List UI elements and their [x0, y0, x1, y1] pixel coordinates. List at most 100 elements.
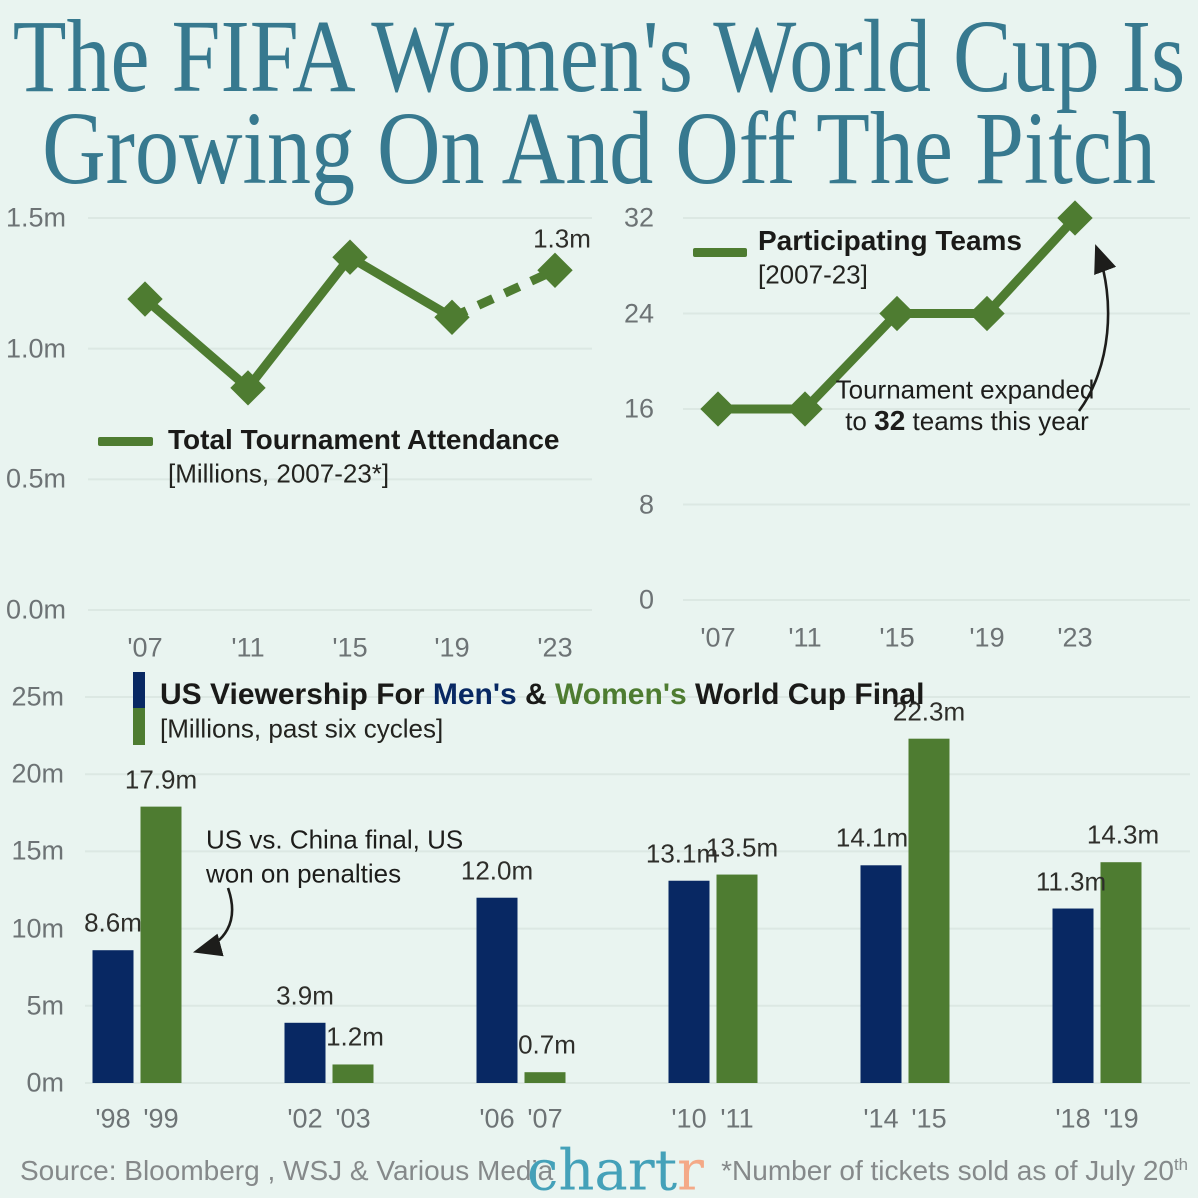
viewership-legend-title: US Viewership For Men's & Women's World …: [160, 678, 924, 712]
teams-data-point: [879, 295, 915, 332]
bar-women-15: [908, 738, 950, 1083]
viewership-y-tick-label: 10m: [11, 913, 64, 944]
bar-women-11: [716, 874, 758, 1083]
viewership-x-tick-label: '15: [911, 1103, 947, 1134]
viewership-annotation-line1: US vs. China final, US: [206, 824, 464, 855]
teams-annotation-line2: to 32 teams this year: [845, 405, 1089, 437]
bar-women-19: [1100, 862, 1142, 1083]
footnote-text: *Number of tickets sold as of July 20: [721, 1155, 1174, 1187]
viewership-x-tick-label: '02: [287, 1103, 323, 1134]
teams-legend-swatch: [693, 248, 747, 257]
viewership-x-tick-label: '19: [1103, 1103, 1139, 1134]
bar-men-06: [476, 897, 518, 1083]
bar-value-label: 13.5m: [705, 832, 779, 863]
teams-y-tick-label: 0: [638, 584, 654, 615]
chartr-logo: chartr: [527, 1139, 704, 1198]
viewership-y-tick-label: 25m: [11, 681, 64, 712]
attendance-y-tick-label: 1.0m: [5, 333, 66, 364]
teams-legend-subtitle: [2007-23]: [758, 259, 868, 290]
teams-annotation-line1: Tournament expanded: [835, 374, 1095, 405]
viewership-legend-swatch-men: [133, 672, 145, 708]
viewership-x-tick-label: '11: [720, 1103, 754, 1134]
attendance-y-tick-label: 0.5m: [5, 463, 66, 494]
attendance-x-tick-label: '11: [231, 632, 265, 663]
footnote-superscript: th: [1174, 1154, 1188, 1174]
bar-women-07: [524, 1072, 566, 1083]
teams-x-tick-label: '15: [879, 622, 915, 653]
teams-data-point: [969, 295, 1005, 332]
viewership-x-tick-label: '06: [479, 1103, 515, 1134]
attendance-line-projected: [450, 266, 557, 322]
teams-annotation-arrow: [1077, 244, 1117, 412]
viewership-legend-title-amp: &: [516, 678, 556, 711]
viewership-legend-title-womens: Women's: [555, 678, 687, 711]
bar-value-label: 22.3m: [892, 696, 966, 727]
bar-value-label: 0.7m: [518, 1029, 576, 1060]
viewership-annotation-arrow: [192, 887, 234, 957]
page-title-line-1: The FIFA Women's World Cup Is: [12, 0, 1186, 115]
attendance-y-tick-label: 0.0m: [5, 594, 66, 625]
teams-data-point: [700, 391, 736, 427]
bar-value-label: 11.3m: [1035, 866, 1107, 897]
viewership-x-tick-label: '99: [143, 1103, 179, 1134]
attendance-point-value-label: 1.3m: [533, 223, 591, 254]
bar-women-03: [332, 1064, 374, 1083]
bar-value-label: 13.1m: [645, 838, 719, 869]
viewership-legend-subtitle: [Millions, past six cycles]: [160, 713, 444, 744]
teams-annotation-line2-post: teams this year: [905, 406, 1089, 436]
attendance-x-tick-label: '19: [434, 632, 470, 663]
bar-value-label: 1.2m: [326, 1021, 384, 1052]
attendance-legend-swatch: [98, 437, 153, 446]
page-title: The FIFA Women's World Cup Is Growing On…: [0, 3, 1198, 204]
teams-y-tick-label: 32: [623, 202, 654, 233]
teams-y-tick-label: 8: [638, 489, 654, 519]
bar-value-label: 14.3m: [1086, 819, 1160, 850]
bar-value-label: 17.9m: [124, 764, 198, 795]
teams-data-point: [787, 391, 823, 427]
teams-x-tick-label: '07: [700, 622, 736, 653]
attendance-x-tick-label: '23: [537, 632, 573, 663]
bar-men-02: [284, 1022, 326, 1083]
page-title-line-2: Growing On And Off The Pitch: [42, 92, 1156, 207]
viewership-y-tick-label: 20m: [11, 758, 64, 789]
attendance-legend-subtitle: [Millions, 2007-23*]: [168, 458, 390, 489]
teams-legend-title: Participating Teams: [758, 225, 1023, 256]
viewership-legend-title-pre: US Viewership For: [160, 678, 433, 711]
viewership-legend-swatch-women: [133, 708, 145, 745]
attendance-y-tick-label: 1.5m: [5, 202, 66, 233]
bar-men-98: [92, 950, 134, 1083]
bar-men-14: [860, 865, 902, 1083]
chartr-logo-chart: chart: [527, 1138, 678, 1198]
bar-value-label: 12.0m: [460, 855, 534, 886]
attendance-data-point: [537, 252, 573, 288]
attendance-x-tick-label: '07: [127, 632, 163, 663]
viewership-x-tick-label: '18: [1055, 1103, 1091, 1134]
viewership-x-tick-label: '14: [863, 1103, 899, 1134]
bar-men-18: [1052, 908, 1094, 1083]
viewership-x-tick-label: '98: [95, 1103, 131, 1134]
teams-y-tick-label: 16: [623, 393, 654, 424]
teams-y-tick-label: 24: [623, 298, 654, 328]
bar-men-10: [668, 880, 710, 1083]
teams-x-tick-label: '11: [788, 622, 822, 653]
teams-x-tick-label: '19: [969, 622, 1005, 653]
teams-x-tick-label: '23: [1057, 622, 1093, 653]
chartr-logo-r: r: [677, 1138, 704, 1198]
bar-value-label: 8.6m: [84, 907, 142, 938]
viewership-x-tick-label: '10: [671, 1103, 707, 1134]
teams-annotation-line2-pre: to: [845, 406, 875, 436]
viewership-y-tick-label: 0m: [26, 1067, 64, 1098]
bar-value-label: 14.1m: [835, 822, 909, 853]
viewership-legend-title-mens: Men's: [432, 678, 517, 711]
bar-women-99: [140, 806, 182, 1083]
viewership-x-tick-label: '07: [527, 1103, 563, 1134]
viewership-y-tick-label: 5m: [26, 990, 64, 1021]
viewership-legend-swatch: [133, 672, 145, 745]
attendance-legend-title: Total Tournament Attendance: [168, 424, 560, 455]
attendance-line: [142, 252, 455, 393]
viewership-y-tick-label: 15m: [11, 835, 64, 866]
viewership-x-tick-label: '03: [335, 1103, 371, 1134]
viewership-legend-title-post: World Cup Final: [686, 678, 925, 711]
